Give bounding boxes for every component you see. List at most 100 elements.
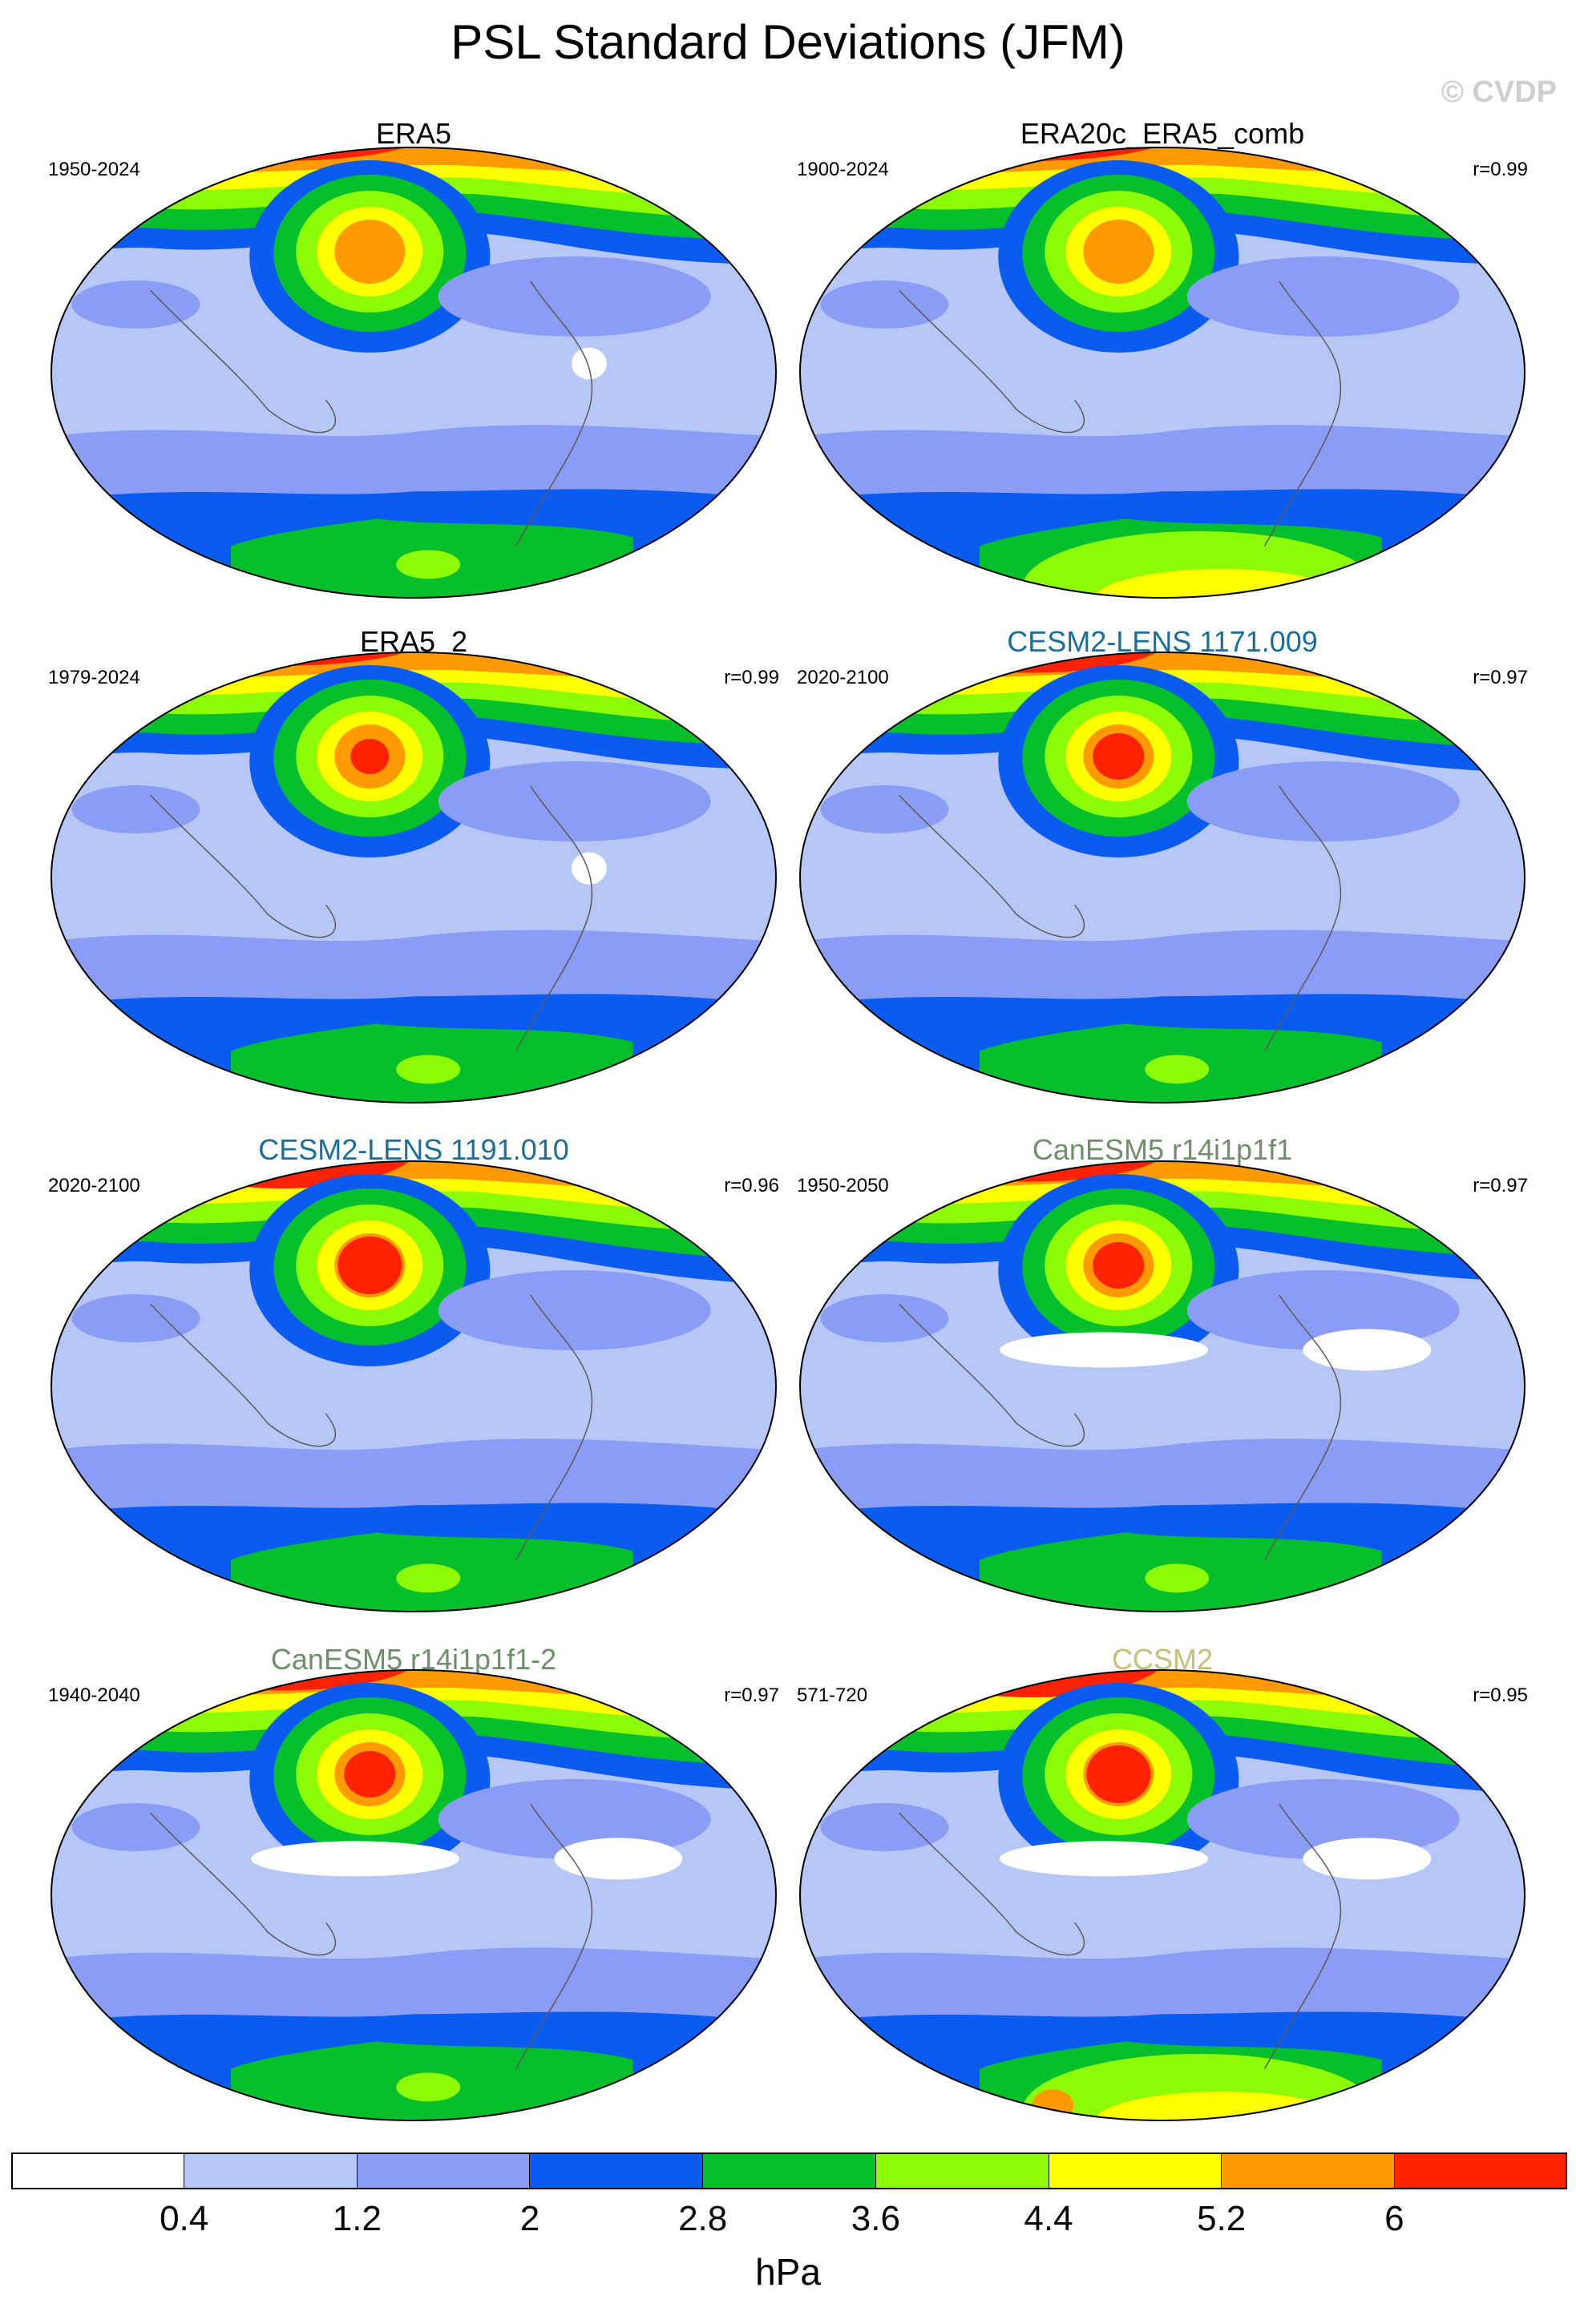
north-mid-patch — [438, 1270, 711, 1350]
south-orange-patch — [1032, 2089, 1074, 2120]
north-mid-patch — [438, 256, 711, 337]
panel-years: 1950-2050 — [797, 1175, 889, 1196]
north-mid-patch — [1186, 1779, 1460, 1859]
north-west-patch — [820, 1803, 949, 1851]
pacific-core-red — [1093, 733, 1145, 780]
low-variance-patch-2 — [1303, 1838, 1432, 1880]
map-outline — [51, 1669, 777, 2121]
coastline-asia-australia — [899, 794, 1085, 938]
colorbar-segment — [875, 2153, 1049, 2189]
north-west-patch — [71, 280, 200, 329]
low-variance-patch-2 — [1303, 1329, 1432, 1371]
map-panel — [51, 652, 777, 1103]
map-outline — [51, 1160, 777, 1612]
north-west-patch — [71, 1803, 200, 1851]
north-west-patch — [820, 1294, 949, 1342]
low-variance-patch-1 — [1000, 1332, 1209, 1368]
low-variance-patch-2 — [554, 1838, 683, 1880]
colorbar-units: hPa — [755, 2251, 821, 2293]
low-variance-patch-1 — [1000, 1841, 1209, 1877]
panel-years: 1950-2024 — [48, 159, 140, 180]
panel-correlation: r=0.95 — [1473, 1684, 1528, 1706]
colorbar-segment — [184, 2153, 358, 2189]
north-west-patch — [71, 785, 200, 833]
panel-years: 2020-2100 — [48, 1175, 140, 1196]
coastline-americas — [515, 1803, 593, 2069]
map-outline — [51, 652, 777, 1103]
panel-title: ERA20c_ERA5_comb — [1020, 117, 1305, 150]
map-outline — [51, 147, 777, 599]
pacific-ring-orange — [334, 220, 406, 284]
low-variance-spot — [571, 347, 607, 380]
panel-correlation: r=0.97 — [1473, 1175, 1528, 1196]
map-outline — [799, 147, 1525, 599]
coastline-americas — [515, 785, 593, 1051]
south-lime-spot — [396, 550, 461, 579]
watermark: © CVDP — [1441, 75, 1557, 109]
panel-correlation: r=0.97 — [1473, 667, 1528, 688]
north-mid-patch — [438, 1779, 711, 1859]
coastline-americas — [515, 280, 593, 547]
pacific-core-red — [1093, 1242, 1145, 1289]
map-panel — [51, 1669, 777, 2121]
north-west-patch — [71, 1294, 200, 1342]
north-mid-patch — [1186, 1270, 1460, 1350]
map-outline — [799, 1669, 1525, 2121]
south-lime-spot — [396, 1563, 461, 1593]
coastline-asia-australia — [899, 1812, 1085, 1956]
coastline-americas — [1264, 785, 1342, 1051]
coastline-asia-australia — [150, 1303, 337, 1447]
panel-years: 2020-2100 — [797, 667, 889, 688]
pacific-ring-orange — [1083, 220, 1154, 284]
colorbar-tick-label: 5.2 — [1197, 2199, 1247, 2238]
south-lime-spot — [396, 1055, 461, 1084]
coastline-asia-australia — [150, 794, 337, 938]
panel-years: 571-720 — [797, 1684, 868, 1706]
colorbar-tick-label: 2 — [519, 2199, 540, 2238]
map-panel — [51, 147, 777, 599]
colorbar-tick-label: 2.8 — [678, 2199, 728, 2238]
map-outline — [799, 1160, 1525, 1612]
panel-correlation: r=0.96 — [724, 1175, 779, 1196]
north-mid-patch — [1186, 256, 1460, 337]
coastline-asia-australia — [150, 289, 337, 434]
colorbar-tick-label: 1.2 — [332, 2199, 382, 2238]
coastline-americas — [1264, 1803, 1342, 2069]
pacific-core-red — [350, 739, 390, 774]
panel-years: 1900-2024 — [797, 159, 889, 180]
colorbar-segment — [530, 2153, 704, 2189]
panel-correlation: r=0.97 — [724, 1684, 779, 1706]
north-mid-patch — [438, 761, 711, 841]
coastline-asia-australia — [899, 1303, 1085, 1447]
coastline-asia-australia — [150, 1812, 337, 1956]
south-lime-spot — [1145, 1055, 1210, 1084]
coastline-americas — [515, 1294, 593, 1560]
colorbar-segment — [1222, 2153, 1396, 2189]
north-west-patch — [820, 785, 949, 833]
map-panel — [799, 147, 1525, 599]
panel-years: 1979-2024 — [48, 667, 140, 688]
panel-correlation: r=0.99 — [724, 667, 779, 688]
low-variance-patch-1 — [251, 1841, 460, 1877]
pacific-core-red — [344, 1751, 396, 1797]
colorbar-segment — [703, 2153, 876, 2189]
page-title: PSL Standard Deviations (JFM) — [451, 15, 1125, 69]
south-lime-spot — [396, 2072, 461, 2102]
colorbar — [11, 2153, 1568, 2189]
colorbar-tick-label: 4.4 — [1024, 2199, 1073, 2238]
coastline-asia-australia — [899, 289, 1085, 434]
panel-years: 1940-2040 — [48, 1684, 140, 1706]
colorbar-tick-label: 3.6 — [851, 2199, 900, 2238]
map-panel — [799, 1669, 1525, 2121]
coastline-americas — [1264, 280, 1342, 547]
colorbar-tick-label: 0.4 — [160, 2199, 209, 2238]
colorbar-segment — [357, 2153, 531, 2189]
north-mid-patch — [1186, 761, 1460, 841]
colorbar-tick-label: 6 — [1384, 2199, 1404, 2238]
pacific-core-red — [1086, 1745, 1151, 1803]
panel-title: ERA5 — [375, 117, 452, 150]
north-west-patch — [820, 280, 949, 329]
south-lime-spot — [1145, 1563, 1210, 1593]
map-outline — [799, 652, 1525, 1103]
map-panel — [51, 1160, 777, 1612]
